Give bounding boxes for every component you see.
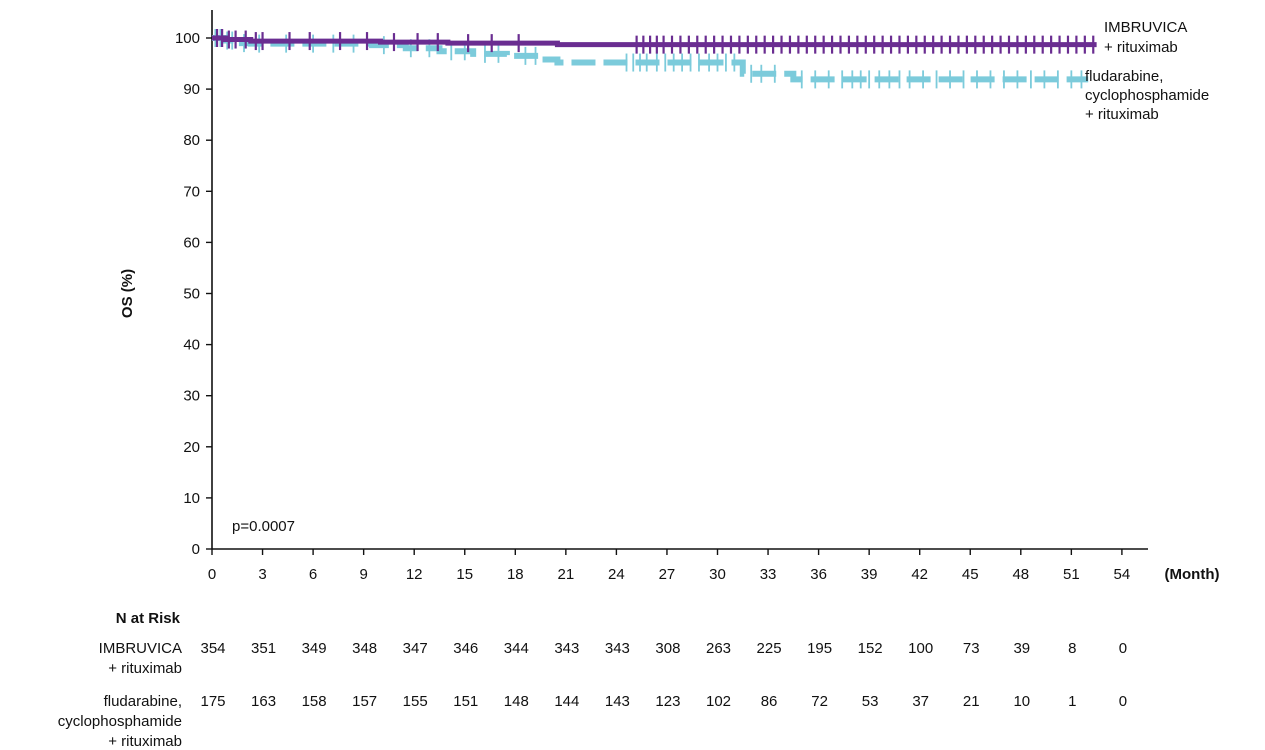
- at-risk-row-label-0: IMBRUVICA + rituximab: [99, 640, 182, 677]
- at-risk-title: N at Risk: [116, 610, 181, 627]
- x-tick-label: 24: [608, 566, 625, 583]
- x-tick-label: 18: [507, 566, 524, 583]
- x-tick-label: 36: [810, 566, 827, 583]
- x-tick-label: 51: [1063, 566, 1080, 583]
- x-tick-label: 0: [208, 566, 216, 583]
- y-tick-label: 20: [183, 439, 200, 456]
- at-risk-value: 100: [908, 640, 933, 657]
- at-risk-value: 175: [200, 693, 225, 710]
- at-risk-value: 225: [757, 640, 782, 657]
- at-risk-value: 157: [352, 693, 377, 710]
- x-tick-label: 42: [911, 566, 928, 583]
- legend-label-fcr-line: fludarabine,: [1085, 68, 1163, 85]
- legend-label-fcr-line: + rituximab: [1085, 106, 1159, 123]
- at-risk-value: 73: [963, 640, 980, 657]
- at-risk-value: 1: [1068, 693, 1076, 710]
- at-risk-value: 348: [352, 640, 377, 657]
- at-risk-value: 0: [1119, 693, 1127, 710]
- at-risk-value: 53: [862, 693, 879, 710]
- at-risk-row-label-0-line: IMBRUVICA: [99, 640, 182, 657]
- x-axis-label: (Month): [1165, 566, 1220, 583]
- at-risk-value: 195: [807, 640, 832, 657]
- y-tick-label: 0: [192, 541, 200, 558]
- at-risk-row-label-1-line: fludarabine,: [104, 693, 182, 710]
- at-risk-value: 347: [403, 640, 428, 657]
- at-risk-value: 10: [1013, 693, 1030, 710]
- x-tick-label: 21: [558, 566, 575, 583]
- at-risk-value: 152: [858, 640, 883, 657]
- at-risk-value: 263: [706, 640, 731, 657]
- at-risk-value: 344: [504, 640, 529, 657]
- y-tick-label: 80: [183, 132, 200, 149]
- at-risk-row-label-0-line: + rituximab: [108, 660, 182, 677]
- y-tick-label: 30: [183, 388, 200, 405]
- x-tick-label: 33: [760, 566, 777, 583]
- x-tick-label: 54: [1114, 566, 1131, 583]
- x-tick-label: 45: [962, 566, 979, 583]
- p-value-annotation: p=0.0007: [232, 518, 295, 535]
- y-tick-label: 60: [183, 234, 200, 251]
- y-tick-label: 90: [183, 81, 200, 98]
- at-risk-value: 163: [251, 693, 276, 710]
- at-risk-value: 148: [504, 693, 529, 710]
- at-risk-value: 72: [811, 693, 828, 710]
- at-risk-row-label-1-line: + rituximab: [108, 733, 182, 750]
- legend-label-imbruvica-line: + rituximab: [1104, 39, 1178, 56]
- at-risk-value: 37: [912, 693, 929, 710]
- y-tick-label: 40: [183, 337, 200, 354]
- at-risk-value: 343: [605, 640, 630, 657]
- x-tick-label: 9: [359, 566, 367, 583]
- legend-label-imbruvica: IMBRUVICA + rituximab: [1104, 19, 1187, 56]
- legend-label-imbruvica-line: IMBRUVICA: [1104, 19, 1187, 36]
- at-risk-row-label-1-line: cyclophosphamide: [58, 713, 182, 730]
- at-risk-value: 102: [706, 693, 731, 710]
- at-risk-value: 343: [554, 640, 579, 657]
- x-tick-label: 12: [406, 566, 423, 583]
- at-risk-value: 158: [302, 693, 327, 710]
- x-tick-label: 39: [861, 566, 878, 583]
- x-tick-label: 15: [456, 566, 473, 583]
- at-risk-value: 354: [200, 640, 225, 657]
- y-tick-label: 100: [175, 30, 200, 47]
- legend-label-fcr-line: cyclophosphamide: [1085, 87, 1209, 104]
- at-risk-value: 351: [251, 640, 276, 657]
- at-risk-value: 144: [554, 693, 579, 710]
- y-tick-label: 50: [183, 286, 200, 303]
- x-tick-label: 6: [309, 566, 317, 583]
- at-risk-value: 123: [655, 693, 680, 710]
- at-risk-value: 155: [403, 693, 428, 710]
- at-risk-value: 86: [761, 693, 778, 710]
- y-tick-label: 70: [183, 183, 200, 200]
- y-axis-label: OS (%): [119, 269, 136, 318]
- at-risk-value: 151: [453, 693, 478, 710]
- legend-label-fcr: fludarabine, cyclophosphamide + rituximab: [1085, 68, 1209, 123]
- label-layer: (Month) OS (%) p=0.0007 IMBRUVICA + rituxima…: [119, 19, 1219, 583]
- at-risk-table: N at Risk IMBRUVICA + rituximab 354 351 349 34…: [58, 610, 1127, 750]
- at-risk-value: 143: [605, 693, 630, 710]
- series-layer: [212, 29, 1097, 89]
- at-risk-value: 346: [453, 640, 478, 657]
- x-tick-label: 48: [1012, 566, 1029, 583]
- at-risk-value: 349: [302, 640, 327, 657]
- x-tick-label: 30: [709, 566, 726, 583]
- y-tick-label: 10: [183, 490, 200, 507]
- at-risk-value: 8: [1068, 640, 1076, 657]
- at-risk-value: 308: [655, 640, 680, 657]
- at-risk-value: 39: [1013, 640, 1030, 657]
- at-risk-value: 21: [963, 693, 980, 710]
- at-risk-row-label-1: fludarabine, cyclophosphamide + rituximab: [58, 693, 182, 750]
- x-tick-label: 27: [659, 566, 676, 583]
- x-tick-label: 3: [258, 566, 266, 583]
- at-risk-value: 0: [1119, 640, 1127, 657]
